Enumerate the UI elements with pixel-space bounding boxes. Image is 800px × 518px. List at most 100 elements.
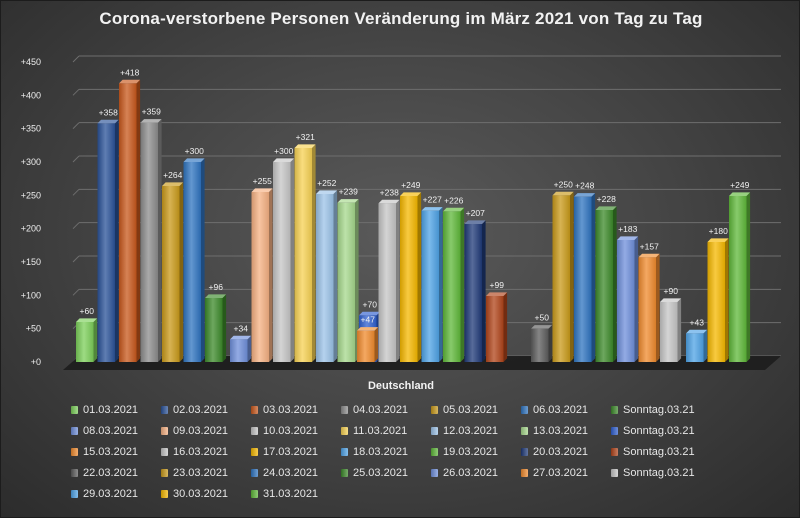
legend-label: 03.03.2021 [263,404,319,416]
y-tick-label: +400 [21,90,41,100]
bar-side [269,188,273,362]
bar-top [359,311,381,316]
legend-label: 18.03.2021 [353,446,409,458]
bar [357,330,375,362]
bar [294,148,312,362]
legend-swatch [71,490,78,498]
legend-swatch [71,406,78,414]
legend-item: 24.03.2021 [251,464,341,482]
legend-swatch [611,448,618,456]
bar [97,123,115,362]
data-label: +47 [361,315,376,325]
legend-label: 01.03.2021 [83,404,139,416]
data-label: +249 [730,180,749,190]
bar-side [417,192,422,362]
legend-label: Sonntag.03.21 [623,425,695,437]
legend-swatch [341,427,348,435]
bar-top [686,329,708,334]
gridline-side [72,222,80,230]
bar-side [677,298,682,362]
legend-item: 02.03.2021 [161,401,251,419]
bar-top [552,191,574,196]
legend-item: Sonntag.03.21 [611,422,701,440]
legend-item: Sonntag.03.21 [611,443,701,461]
data-label: +359 [142,107,161,117]
bar-top [464,220,486,224]
y-tick-label: +100 [21,290,41,300]
bar [378,203,396,362]
bar-side [503,292,508,362]
legend-label: 25.03.2021 [353,467,409,479]
bar-side [93,318,98,362]
data-label: +300 [274,146,293,156]
bar [421,210,439,362]
legend-item: 03.03.2021 [251,401,341,419]
legend-swatch [71,448,78,456]
legend-swatch [251,469,258,477]
bar-side [634,236,639,362]
bar-top [251,188,273,192]
bar [707,242,725,362]
legend-swatch [341,448,348,456]
legend-label: 13.03.2021 [533,425,589,437]
bar-side [136,79,141,362]
bar-top [337,199,359,203]
legend-item: Sonntag.03.21 [611,464,701,482]
bar-side [591,193,596,362]
legend-label: 06.03.2021 [533,404,589,416]
bar-top [729,192,751,196]
legend-label: 05.03.2021 [443,404,499,416]
data-label: +418 [120,67,139,77]
bar [686,333,704,362]
legend-label: Sonntag.03.21 [623,446,695,458]
bar [140,122,158,363]
data-label: +207 [466,208,485,218]
bar [486,296,504,362]
legend-label: 11.03.2021 [353,425,408,437]
data-label: +358 [99,107,118,117]
bar-side [158,119,162,362]
legend-swatch [251,448,258,456]
legend-swatch [521,406,528,414]
data-label: +238 [380,187,399,197]
bar [183,162,201,362]
data-label: +300 [185,146,204,156]
data-label: +90 [664,286,679,296]
bar-top [531,325,553,329]
legend-label: 19.03.2021 [443,446,499,458]
legend-item: 10.03.2021 [251,422,341,440]
legend-swatch [71,427,78,435]
bar [552,195,570,362]
legend-item: 31.03.2021 [251,485,341,503]
data-label: +252 [317,178,336,188]
legend-swatch [251,427,258,435]
legend-label: 08.03.2021 [83,425,139,437]
bar-side [115,119,119,362]
bar [205,298,223,362]
legend-label: 23.03.2021 [173,467,229,479]
legend-item: 25.03.2021 [341,464,431,482]
legend-label: 12.03.2021 [443,425,499,437]
legend-item: 15.03.2021 [71,443,161,461]
bar [273,162,291,362]
legend-item: 12.03.2021 [431,422,521,440]
legend-swatch [611,406,618,414]
bar [660,302,678,362]
legend-item: 08.03.2021 [71,422,161,440]
bar-top [119,79,141,84]
legend-label: 26.03.2021 [443,467,499,479]
y-tick-label: +50 [26,324,41,334]
bar-top [707,238,729,242]
bar [617,240,635,362]
gridline-side [72,88,80,96]
legend-swatch [431,448,438,456]
bar-top [378,199,400,204]
legend-item: 30.03.2021 [161,485,251,503]
legend-swatch [521,427,528,435]
legend-item: 26.03.2021 [431,464,521,482]
data-label: +239 [339,187,358,197]
legend: 01.03.2021 02.03.2021 03.03.2021 04.03.2021… [71,401,771,503]
bar-top [76,318,98,322]
bar [337,202,355,362]
bar [76,322,94,362]
